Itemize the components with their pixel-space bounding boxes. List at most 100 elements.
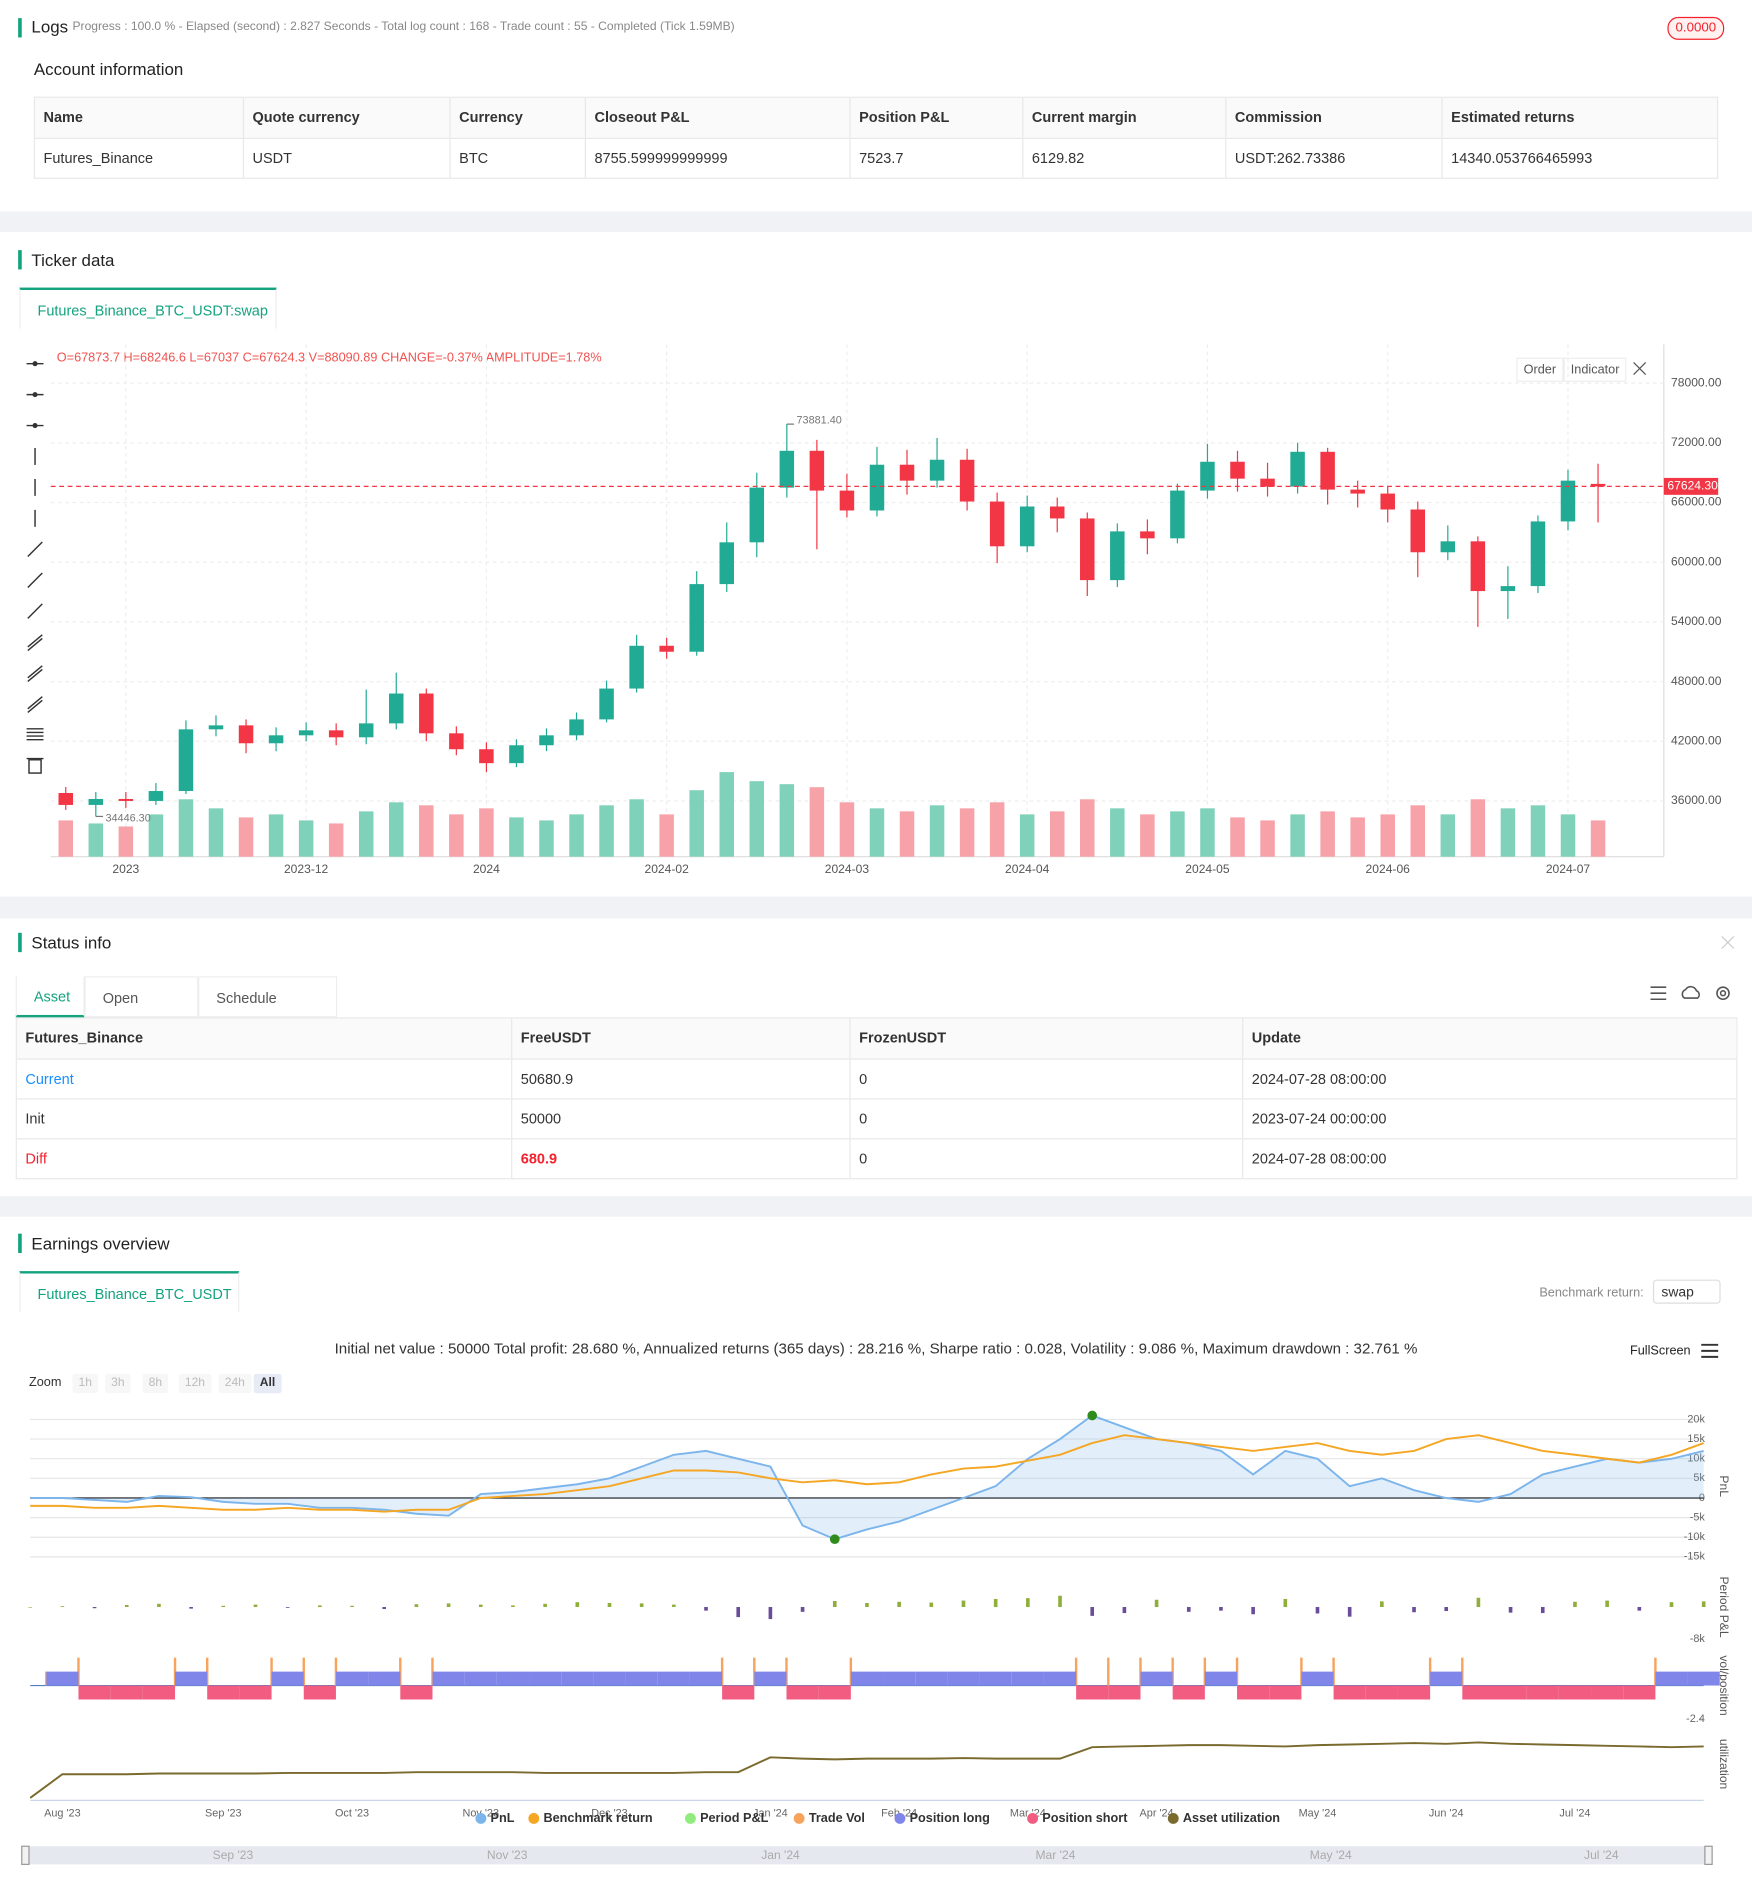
drawing-toolbar[interactable] xyxy=(26,361,44,774)
x-tick-label: Jan '24 xyxy=(753,1808,788,1820)
table-row: Diff 680.9 0 2024-07-28 08:00:00 xyxy=(16,1139,1737,1180)
tool-icon[interactable] xyxy=(26,361,44,367)
last-price-box xyxy=(1663,477,1719,495)
tool-icon[interactable] xyxy=(26,757,44,774)
position-block xyxy=(303,1685,336,1700)
candle-body xyxy=(1380,493,1395,510)
bar xyxy=(1058,1595,1062,1608)
tool-icon[interactable] xyxy=(26,728,44,741)
y-tick-label: 72000.00 xyxy=(1671,435,1722,449)
navigator-handle[interactable] xyxy=(21,1845,30,1865)
volume-bar xyxy=(1170,811,1185,857)
maximize-icon[interactable] xyxy=(1721,935,1735,949)
position-block xyxy=(239,1685,272,1700)
tool-icon[interactable] xyxy=(26,392,44,398)
order-button[interactable]: Order xyxy=(1516,357,1564,382)
position-block xyxy=(207,1685,240,1700)
zoom-button[interactable]: 3h xyxy=(105,1373,131,1394)
tool-icon[interactable] xyxy=(27,665,43,683)
earnings-tab[interactable]: Futures_Binance_BTC_USDT xyxy=(19,1271,240,1313)
candle-body xyxy=(599,688,614,720)
legend-label: PnL xyxy=(491,1811,515,1825)
candle-body xyxy=(569,719,584,736)
cell: 7523.7 xyxy=(851,138,1024,178)
navigator-handle[interactable] xyxy=(1704,1845,1713,1865)
bar xyxy=(897,1601,901,1608)
candle-body xyxy=(58,793,74,805)
candle-body xyxy=(989,501,1005,547)
candle-body xyxy=(389,693,404,724)
candle-body xyxy=(148,791,164,801)
tool-stroke xyxy=(27,668,43,683)
cell: USDT xyxy=(244,138,451,178)
section-marker xyxy=(18,18,22,38)
zoom-button[interactable]: 12h xyxy=(178,1373,212,1394)
bar xyxy=(1122,1607,1127,1614)
volume-bar xyxy=(749,781,765,857)
position-block xyxy=(1269,1685,1302,1700)
bar xyxy=(92,1607,97,1609)
tool-icon[interactable] xyxy=(26,423,44,429)
volume-bar xyxy=(899,811,915,857)
cell: 0 xyxy=(851,1139,1244,1179)
cell: 0 xyxy=(851,1099,1244,1139)
legend-marker xyxy=(793,1813,805,1824)
navigator-label: Jan '24 xyxy=(761,1848,800,1862)
status-table: Futures_Binance FreeUSDT FrozenUSDT Update C… xyxy=(15,1017,1738,1180)
table-icons[interactable] xyxy=(1650,985,1730,1001)
tool-icon[interactable] xyxy=(27,696,43,713)
menu-icon[interactable] xyxy=(1701,1343,1719,1358)
y-tick-label: -15k xyxy=(1684,1551,1706,1563)
zoom-button[interactable]: 1h xyxy=(72,1373,99,1394)
candle-body xyxy=(689,584,704,652)
navigator-label: Sep '23 xyxy=(213,1848,254,1862)
cell: 14340.053766465993 xyxy=(1451,149,1593,167)
tool-icon[interactable] xyxy=(27,603,43,619)
header-cell: Position P&L xyxy=(851,97,1024,138)
candle-body xyxy=(1470,541,1486,592)
tool-icon[interactable] xyxy=(27,541,43,558)
position-block xyxy=(1140,1671,1173,1686)
y-tick-label: -5k xyxy=(1690,1511,1706,1523)
volume-bar xyxy=(1410,805,1426,857)
volume-bar xyxy=(809,787,825,857)
position-block xyxy=(786,1685,819,1700)
benchmark-select[interactable]: swap xyxy=(1652,1279,1721,1304)
x-tick-label: Oct '23 xyxy=(335,1808,369,1820)
section-marker xyxy=(18,1233,22,1253)
fullscreen-icon[interactable] xyxy=(1633,362,1647,375)
position-block xyxy=(850,1671,884,1686)
zoom-button[interactable]: 24h xyxy=(218,1373,251,1394)
bar xyxy=(1283,1598,1288,1608)
volume-bar xyxy=(1230,817,1245,857)
y-tick-label: 10k xyxy=(1687,1453,1705,1465)
y-tick-label: 20k xyxy=(1687,1413,1705,1425)
y-tick-label: -2.4 xyxy=(1686,1713,1705,1725)
volume-bar xyxy=(539,820,554,857)
zoom-label: Zoom xyxy=(28,1375,62,1390)
position-block xyxy=(1623,1685,1656,1700)
position-block xyxy=(1204,1671,1238,1686)
position-block xyxy=(1108,1685,1141,1700)
tool-icon[interactable] xyxy=(27,634,43,652)
schedule-orders-tab[interactable]: Schedule orders xyxy=(198,976,338,1048)
bar xyxy=(124,1604,129,1608)
y-axis-title: utilization xyxy=(1717,1739,1731,1789)
indicator-button[interactable]: Indicator xyxy=(1563,357,1627,382)
fullscreen-button[interactable]: FullScreen xyxy=(1629,1343,1691,1359)
volume-bar xyxy=(1260,820,1275,857)
zoom-button[interactable]: All xyxy=(253,1373,282,1394)
y-tick-label: 54000.00 xyxy=(1671,614,1722,628)
candle-body xyxy=(1140,531,1155,539)
asset-tab[interactable]: Asset xyxy=(15,976,85,1018)
x-tick-label: Dec '23 xyxy=(591,1808,627,1820)
ticker-tab[interactable]: Futures_Binance_BTC_USDT:swap xyxy=(19,287,277,329)
volume-bar xyxy=(1470,799,1486,857)
y-tick-label: 48000.00 xyxy=(1671,674,1722,688)
position-block xyxy=(754,1671,787,1686)
zoom-button[interactable]: 8h xyxy=(142,1373,169,1394)
bar xyxy=(1186,1607,1191,1612)
tool-icon[interactable] xyxy=(27,572,43,588)
volume-bar xyxy=(1290,814,1305,857)
navigator[interactable] xyxy=(24,1846,1710,1865)
